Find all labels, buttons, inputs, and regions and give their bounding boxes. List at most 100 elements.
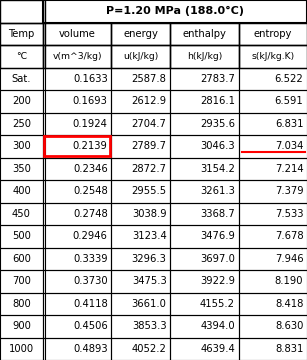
Text: 0.4118: 0.4118 bbox=[73, 299, 108, 309]
Bar bbox=[0, 315, 43, 338]
Bar bbox=[170, 248, 239, 270]
Bar bbox=[0, 0, 43, 22]
Bar bbox=[111, 22, 170, 45]
Text: 800: 800 bbox=[12, 299, 31, 309]
Bar bbox=[170, 68, 239, 90]
Bar bbox=[43, 248, 111, 270]
Bar bbox=[239, 22, 307, 45]
Bar bbox=[43, 0, 307, 22]
Text: volume: volume bbox=[59, 29, 95, 39]
Text: enthalpy: enthalpy bbox=[182, 29, 226, 39]
Text: 0.1633: 0.1633 bbox=[73, 74, 108, 84]
Bar bbox=[239, 180, 307, 202]
Text: s(kJ/kg.K): s(kJ/kg.K) bbox=[251, 52, 294, 61]
Text: 2612.9: 2612.9 bbox=[131, 96, 166, 106]
Bar bbox=[170, 112, 239, 135]
Text: 2704.7: 2704.7 bbox=[132, 119, 166, 129]
Bar bbox=[239, 270, 307, 292]
Text: 0.2946: 0.2946 bbox=[73, 231, 108, 241]
Text: 0.1924: 0.1924 bbox=[73, 119, 108, 129]
Text: 450: 450 bbox=[12, 209, 31, 219]
Text: energy: energy bbox=[123, 29, 158, 39]
Bar bbox=[0, 225, 43, 248]
Text: 3475.3: 3475.3 bbox=[132, 276, 166, 286]
Text: v(m^3/kg): v(m^3/kg) bbox=[52, 52, 102, 61]
Bar bbox=[239, 248, 307, 270]
Bar bbox=[170, 180, 239, 202]
Bar bbox=[170, 22, 239, 45]
Bar bbox=[111, 90, 170, 112]
Text: 8.630: 8.630 bbox=[275, 321, 303, 331]
Text: 0.2346: 0.2346 bbox=[73, 164, 108, 174]
Text: 0.2548: 0.2548 bbox=[73, 186, 108, 196]
Bar bbox=[239, 158, 307, 180]
Bar bbox=[0, 135, 43, 158]
Bar bbox=[43, 22, 111, 45]
Bar bbox=[0, 292, 43, 315]
Bar bbox=[43, 270, 111, 292]
Text: 6.831: 6.831 bbox=[275, 119, 303, 129]
Text: 4155.2: 4155.2 bbox=[200, 299, 235, 309]
Bar bbox=[170, 202, 239, 225]
Bar bbox=[239, 135, 307, 158]
Bar bbox=[43, 135, 111, 158]
Text: 7.379: 7.379 bbox=[275, 186, 303, 196]
Bar bbox=[239, 315, 307, 338]
Bar bbox=[111, 135, 170, 158]
Bar bbox=[43, 225, 111, 248]
Text: 3046.3: 3046.3 bbox=[200, 141, 235, 151]
Text: 3661.0: 3661.0 bbox=[132, 299, 166, 309]
Text: 600: 600 bbox=[12, 254, 31, 264]
Bar bbox=[239, 90, 307, 112]
Bar bbox=[43, 45, 111, 68]
Bar bbox=[44, 136, 110, 156]
Text: 3853.3: 3853.3 bbox=[132, 321, 166, 331]
Text: 2816.1: 2816.1 bbox=[200, 96, 235, 106]
Text: 7.034: 7.034 bbox=[275, 141, 303, 151]
Bar bbox=[170, 292, 239, 315]
Text: 7.946: 7.946 bbox=[275, 254, 303, 264]
Text: 500: 500 bbox=[12, 231, 31, 241]
Bar bbox=[239, 225, 307, 248]
Bar bbox=[43, 180, 111, 202]
Text: 3154.2: 3154.2 bbox=[200, 164, 235, 174]
Bar bbox=[43, 158, 111, 180]
Bar bbox=[111, 225, 170, 248]
Bar bbox=[111, 338, 170, 360]
Text: Sat.: Sat. bbox=[12, 74, 31, 84]
Bar bbox=[0, 158, 43, 180]
Text: 8.190: 8.190 bbox=[275, 276, 303, 286]
Bar bbox=[111, 112, 170, 135]
Bar bbox=[170, 338, 239, 360]
Text: 8.418: 8.418 bbox=[275, 299, 303, 309]
Text: 6.522: 6.522 bbox=[274, 74, 303, 84]
Bar bbox=[0, 22, 43, 45]
Text: 2955.5: 2955.5 bbox=[131, 186, 166, 196]
Text: 4052.2: 4052.2 bbox=[132, 344, 166, 354]
Bar bbox=[239, 68, 307, 90]
Bar bbox=[111, 292, 170, 315]
Bar bbox=[0, 112, 43, 135]
Bar bbox=[239, 338, 307, 360]
Text: 400: 400 bbox=[12, 186, 31, 196]
Bar bbox=[111, 315, 170, 338]
Text: 8.831: 8.831 bbox=[275, 344, 303, 354]
Text: 250: 250 bbox=[12, 119, 31, 129]
Bar bbox=[170, 225, 239, 248]
Bar bbox=[239, 45, 307, 68]
Bar bbox=[43, 338, 111, 360]
Bar bbox=[111, 248, 170, 270]
Text: 3697.0: 3697.0 bbox=[200, 254, 235, 264]
Bar bbox=[111, 45, 170, 68]
Bar bbox=[170, 90, 239, 112]
Text: 3476.9: 3476.9 bbox=[200, 231, 235, 241]
Text: P=1.20 MPa (188.0°C): P=1.20 MPa (188.0°C) bbox=[106, 6, 244, 16]
Text: 3296.3: 3296.3 bbox=[132, 254, 166, 264]
Text: Temp: Temp bbox=[8, 29, 35, 39]
Bar bbox=[111, 180, 170, 202]
Bar bbox=[43, 292, 111, 315]
Text: h(kJ/kg): h(kJ/kg) bbox=[187, 52, 222, 61]
Bar bbox=[170, 135, 239, 158]
Text: 2872.7: 2872.7 bbox=[131, 164, 166, 174]
Bar bbox=[43, 315, 111, 338]
